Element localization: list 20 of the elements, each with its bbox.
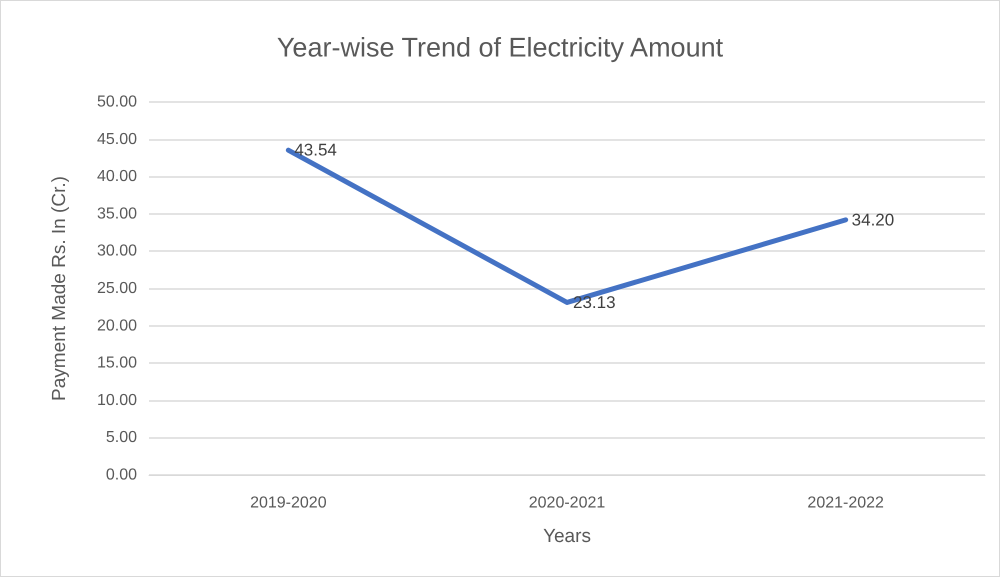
x-tick-label: 2020-2021 (528, 494, 606, 512)
data-label: 34.20 (852, 210, 894, 230)
y-tick-label: 5.00 (106, 429, 138, 446)
x-axis-title: Years (543, 526, 591, 547)
y-tick-label: 25.00 (96, 280, 138, 297)
data-label: 43.54 (294, 140, 337, 160)
y-tick-label: 10.00 (96, 392, 138, 409)
y-tick-label: 15.00 (96, 354, 138, 372)
x-tick-label: 2019-2020 (250, 494, 327, 512)
data-label: 23.13 (573, 292, 616, 312)
y-tick-label: 20.00 (96, 317, 138, 334)
y-tick-label: 50.00 (96, 94, 138, 110)
y-tick-label: 35.00 (96, 205, 138, 222)
y-axis-title: Payment Made Rs. In (Cr.) (49, 176, 70, 401)
y-tick-label: 45.00 (96, 130, 138, 148)
chart-title: Year-wise Trend of Electricity Amount (276, 32, 724, 62)
x-tick-label: 2021-2022 (807, 494, 884, 512)
y-tick-label: 40.00 (96, 168, 138, 186)
y-tick-label: 30.00 (96, 242, 138, 260)
y-tick-label: 0.00 (106, 466, 138, 484)
